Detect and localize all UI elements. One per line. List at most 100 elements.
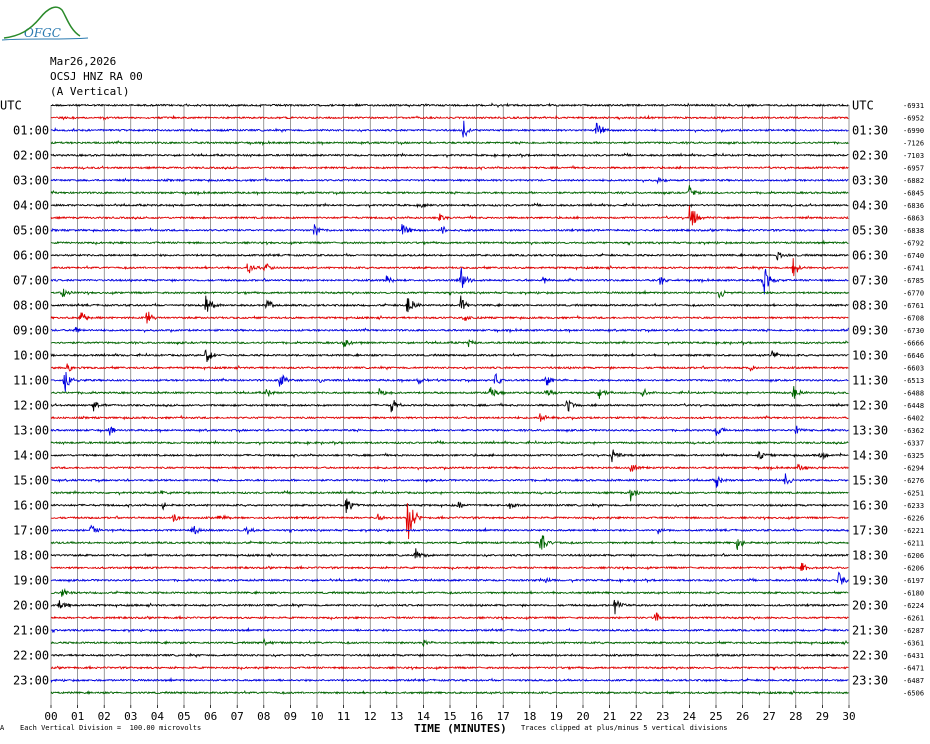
left-hour-label: 04:00 (13, 198, 49, 212)
seismic-trace (50, 463, 849, 472)
x-tick-label: 08 (257, 710, 270, 723)
seismic-trace (50, 339, 849, 348)
seismic-trace (50, 664, 849, 671)
trace-offset-label: -6487 (903, 677, 924, 685)
left-hour-label: 13:00 (13, 423, 49, 437)
trace-offset-label: -6233 (903, 502, 924, 510)
x-tick-label: 30 (842, 710, 855, 723)
trace-offset-label: -6838 (903, 227, 924, 235)
seismic-trace (50, 689, 849, 696)
trace-offset-label: -6276 (903, 477, 924, 485)
left-hour-label: 05:00 (13, 223, 49, 237)
right-hour-label: 19:30 (852, 573, 888, 587)
trace-offset-label: -6506 (903, 689, 924, 697)
seismic-trace (51, 102, 849, 109)
seismic-trace (50, 535, 849, 551)
trace-offset-label: -6931 (903, 102, 924, 110)
traces (50, 102, 849, 696)
seismic-trace (50, 637, 849, 648)
seismic-trace (50, 224, 849, 236)
right-hour-label: 15:30 (852, 473, 888, 487)
right-hour-label: 06:30 (852, 248, 888, 262)
trace-offset-label: -6882 (903, 177, 924, 185)
x-tick-label: 25 (709, 710, 722, 723)
left-hour-label: 11:00 (13, 373, 49, 387)
clip-note: Traces clipped at plus/minus 5 vertical … (521, 724, 728, 732)
left-hour-label: UTC (0, 98, 22, 112)
x-tick-label: 24 (683, 710, 697, 723)
x-tick-label: 14 (417, 710, 431, 723)
trace-offset-label: -6836 (903, 202, 924, 210)
trace-offset-label: -6646 (903, 352, 924, 360)
seismic-trace (50, 587, 849, 597)
seismic-trace (50, 498, 849, 514)
left-hour-label: 18:00 (13, 548, 49, 562)
seismic-trace (50, 295, 849, 313)
trace-offset-label: -6287 (903, 627, 924, 635)
component-label: (A Vertical) (50, 85, 130, 98)
trace-offset-label: -6294 (903, 464, 924, 472)
logo-icon (1, 6, 89, 41)
x-tick-label: 09 (284, 710, 297, 723)
left-hour-label: 01:00 (13, 123, 49, 137)
logo-text: OFGC (24, 26, 61, 40)
seismic-trace (50, 489, 849, 502)
x-tick-label: 01 (71, 710, 84, 723)
x-tick-label: 20 (576, 710, 589, 723)
right-hour-label: 21:30 (852, 623, 888, 637)
trace-offset-label: -6666 (903, 339, 924, 347)
trace-offset-label: -6261 (903, 614, 924, 622)
right-hour-label: 02:30 (852, 148, 888, 162)
right-hour-label: 12:30 (852, 398, 888, 412)
seismic-trace (50, 205, 849, 226)
right-hour-label: 20:30 (852, 598, 888, 612)
seismic-trace (50, 140, 849, 147)
x-tick-label: 00 (44, 710, 57, 723)
x-tick-label: 15 (443, 710, 456, 723)
seismic-trace (50, 548, 849, 559)
trace-offset-label: -6471 (903, 664, 924, 672)
x-axis-title: TIME (MINUTES) (414, 722, 507, 735)
seismic-trace (50, 449, 849, 463)
station-code: OCSJ HNZ RA 00 (50, 70, 143, 83)
trace-offset-label: -6863 (903, 214, 924, 222)
x-tick-label: 18 (523, 710, 536, 723)
left-hour-label: 19:00 (13, 573, 49, 587)
trace-offset-label: -6761 (903, 302, 924, 310)
left-hour-label: 15:00 (13, 473, 49, 487)
left-hour-label: 12:00 (13, 398, 49, 412)
x-tick-label: 13 (390, 710, 403, 723)
seismic-trace (50, 202, 849, 209)
trace-offset-label: -6206 (903, 552, 924, 560)
right-hour-label: 10:30 (852, 348, 888, 362)
x-tick-label: 12 (364, 710, 377, 723)
x-tick-label: 16 (470, 710, 483, 723)
trace-offset-label: -6770 (903, 289, 924, 297)
trace-offset-label: -6226 (903, 514, 924, 522)
seismic-trace (50, 626, 849, 634)
seismic-trace (50, 399, 849, 413)
left-hour-label: 09:00 (13, 323, 49, 337)
trace-offset-label: -7126 (903, 139, 924, 147)
right-hour-label: 22:30 (852, 648, 888, 662)
seismic-trace (51, 326, 849, 334)
seismic-trace (50, 114, 849, 121)
seismic-trace (50, 288, 849, 299)
seismic-trace (50, 524, 849, 535)
left-hour-label: 06:00 (13, 248, 49, 262)
trace-offset-label: -6402 (903, 414, 924, 422)
trace-offset-label: -6251 (903, 489, 924, 497)
x-tick-label: 28 (789, 710, 802, 723)
trace-offset-label: -6990 (903, 127, 924, 135)
x-tick-label: 03 (124, 710, 137, 723)
seismic-trace (50, 311, 849, 324)
trace-offset-label: -6792 (903, 239, 924, 247)
seismic-trace (50, 425, 849, 436)
left-hour-label: 14:00 (13, 448, 49, 462)
trace-offset-label: -6206 (903, 564, 924, 572)
trace-offset-label: -6431 (903, 652, 924, 660)
seismic-trace (50, 267, 849, 295)
left-hour-label: 07:00 (13, 273, 49, 287)
right-hour-label: 16:30 (852, 498, 888, 512)
